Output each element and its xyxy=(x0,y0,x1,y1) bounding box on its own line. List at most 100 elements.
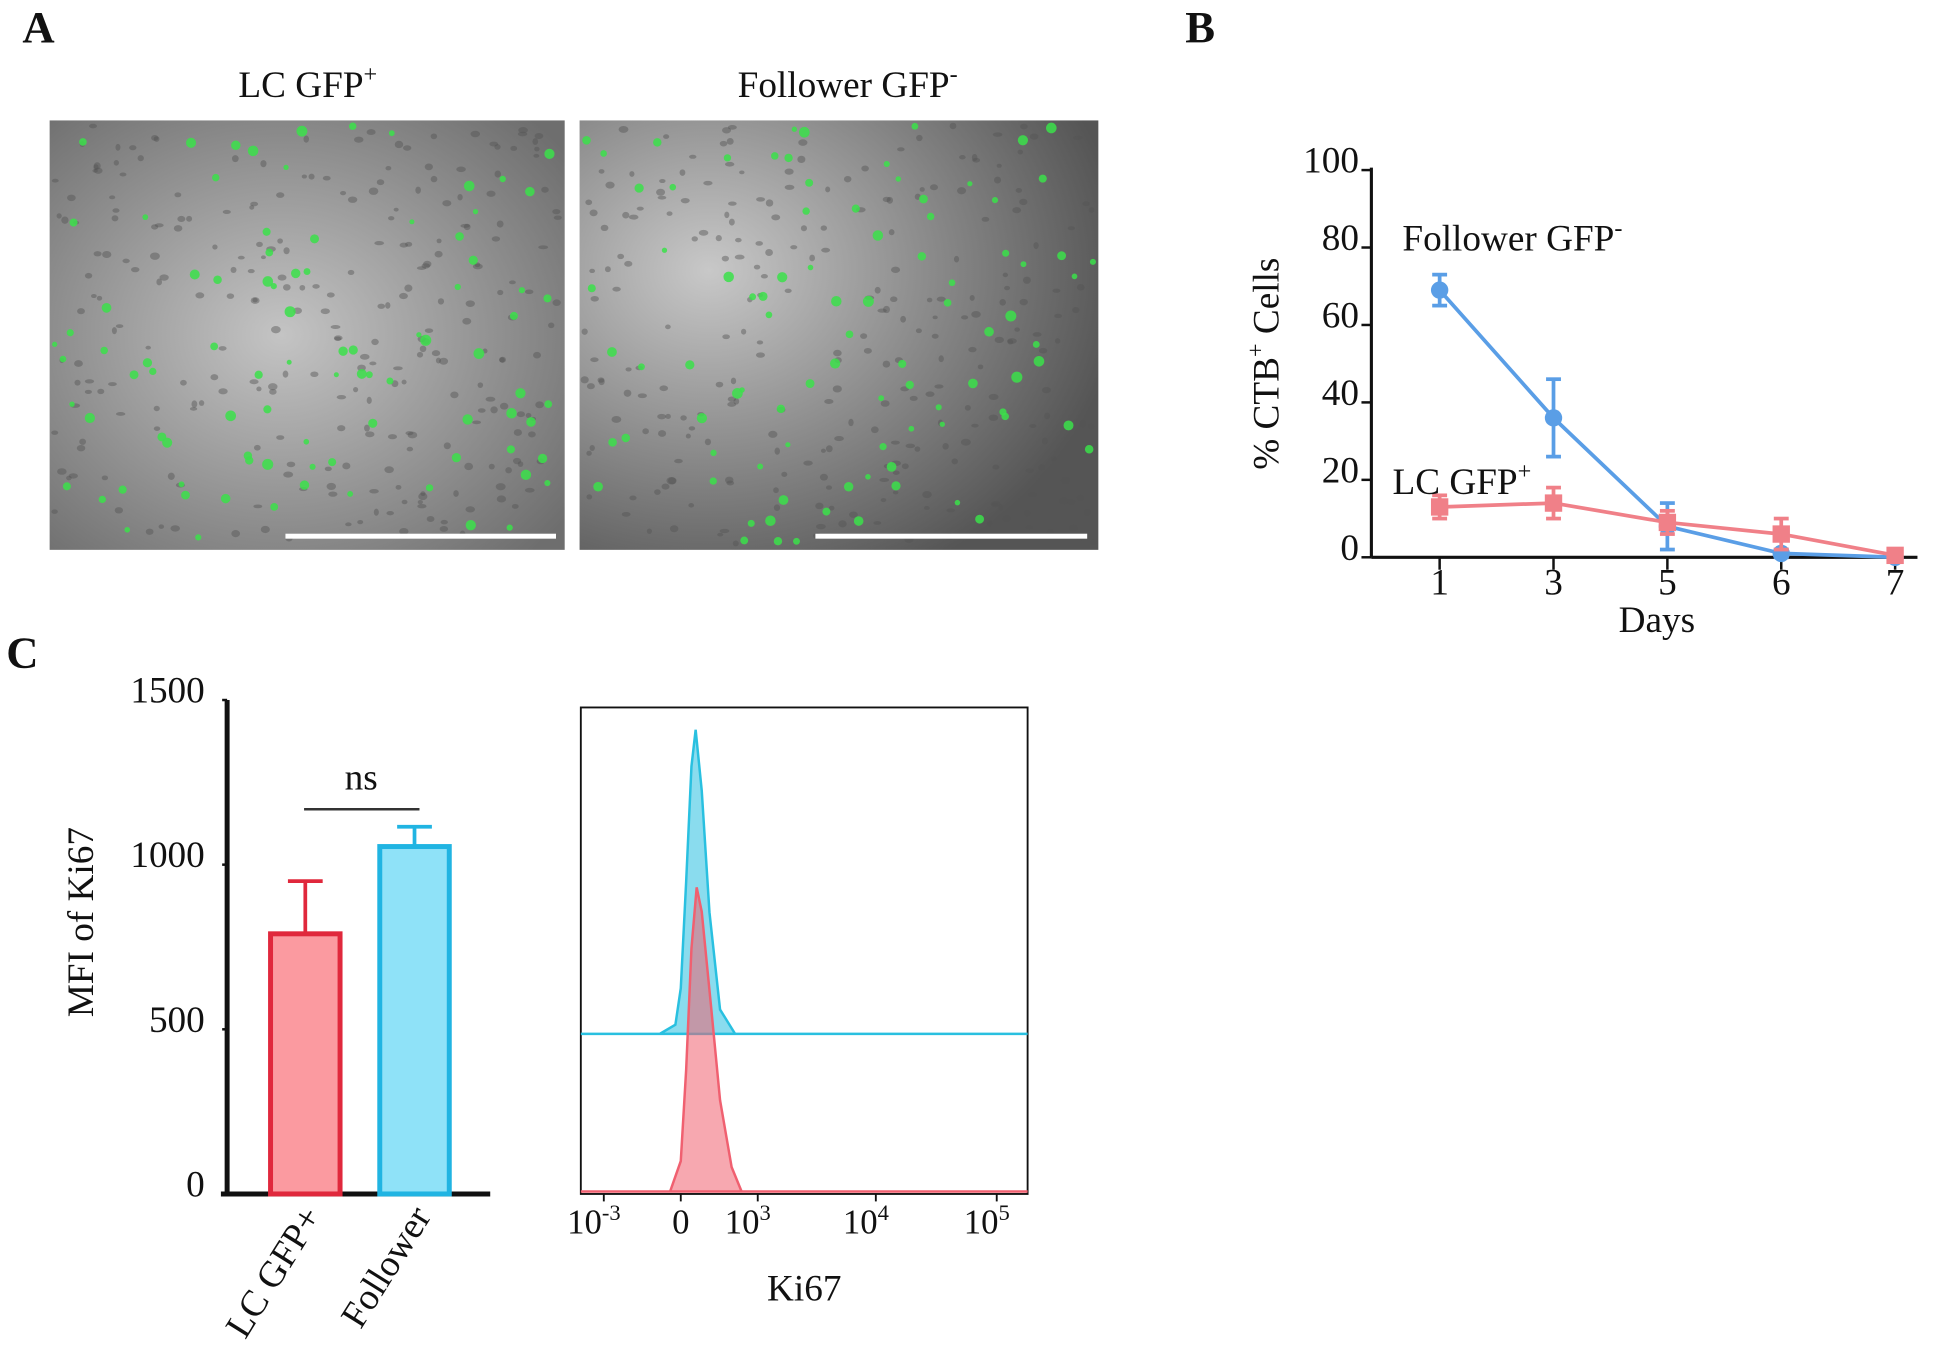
cell xyxy=(340,191,347,196)
cell xyxy=(986,519,993,527)
cell xyxy=(439,357,449,365)
cell xyxy=(739,170,745,175)
cell xyxy=(1004,285,1011,291)
cell xyxy=(674,458,683,464)
cell xyxy=(1050,456,1057,462)
cell xyxy=(442,200,452,207)
gfp-cell xyxy=(685,360,695,370)
cell xyxy=(283,471,294,478)
gfp-cell xyxy=(776,404,786,414)
cell xyxy=(828,505,835,511)
cell xyxy=(533,153,540,158)
cell xyxy=(61,216,69,224)
gfp-cell xyxy=(975,514,985,524)
cell xyxy=(170,525,180,532)
cell xyxy=(369,489,379,494)
gfp-cell xyxy=(59,355,67,363)
cell xyxy=(548,322,555,329)
cell xyxy=(726,480,735,486)
gfp-cell xyxy=(1063,420,1074,431)
gfp-cell xyxy=(118,485,127,494)
image-title-main: Follower GFP xyxy=(738,65,950,106)
cell xyxy=(669,525,679,533)
cell xyxy=(486,190,496,197)
x-tick-label: 7 xyxy=(1886,563,1905,604)
cell xyxy=(892,470,900,475)
cell xyxy=(725,476,734,484)
cell xyxy=(773,487,779,494)
cell xyxy=(56,213,62,219)
cell xyxy=(949,122,957,130)
gfp-cell xyxy=(284,306,296,318)
cell xyxy=(256,386,262,392)
gfp-cell xyxy=(468,255,478,265)
cell xyxy=(689,154,697,159)
gfp-cell xyxy=(212,173,220,182)
cell xyxy=(51,178,59,183)
cell xyxy=(198,400,205,406)
image-title: LC GFP+ xyxy=(238,61,377,106)
cell xyxy=(1025,468,1034,473)
cell xyxy=(186,215,193,222)
cell xyxy=(337,425,346,432)
cell xyxy=(629,495,637,501)
cell xyxy=(218,346,227,351)
cell xyxy=(51,509,58,514)
cell xyxy=(93,164,99,171)
cell xyxy=(250,297,260,304)
cell xyxy=(971,423,979,428)
cell xyxy=(237,255,245,260)
series-label: LC GFP+ xyxy=(1392,458,1531,503)
cell xyxy=(1007,338,1017,344)
cell xyxy=(936,296,946,302)
cell xyxy=(604,266,611,273)
cell xyxy=(424,328,434,333)
gfp-cell xyxy=(310,234,320,244)
cell xyxy=(698,229,709,236)
cell xyxy=(68,473,78,479)
cell xyxy=(231,530,240,538)
cell xyxy=(377,303,386,309)
cell xyxy=(719,528,730,534)
gfp-cell xyxy=(84,412,95,424)
cell xyxy=(490,406,498,414)
cell xyxy=(282,284,291,291)
gfp-cell xyxy=(79,138,87,146)
cell xyxy=(726,138,734,145)
gfp-cell xyxy=(1038,174,1047,183)
cell xyxy=(260,525,270,534)
cell xyxy=(781,471,788,477)
cell xyxy=(93,167,103,174)
gfp-cell xyxy=(129,370,139,380)
x-tick-label: 1 xyxy=(1430,563,1449,604)
cell xyxy=(1067,226,1075,231)
cell xyxy=(497,289,504,296)
y-tick-label: 20 xyxy=(1322,450,1359,491)
gfp-cell xyxy=(621,433,631,443)
gfp-cell xyxy=(455,232,464,241)
cell xyxy=(724,161,735,167)
cell xyxy=(151,134,159,141)
cell xyxy=(916,134,923,142)
cell xyxy=(518,127,528,134)
cell xyxy=(753,264,761,270)
cell xyxy=(815,502,824,510)
cell xyxy=(77,308,85,315)
gfp-cell xyxy=(62,482,71,491)
cell xyxy=(404,284,413,292)
gfp-cell xyxy=(525,186,535,197)
cell xyxy=(825,186,831,193)
cell xyxy=(589,444,595,451)
cell xyxy=(1054,313,1062,319)
x-tick-label: 10-3 xyxy=(567,1200,621,1242)
cell xyxy=(612,286,621,292)
cell xyxy=(882,360,891,368)
gfp-cell xyxy=(518,287,525,294)
gfp-cell xyxy=(822,507,831,516)
cell xyxy=(721,255,729,262)
cell xyxy=(457,193,463,201)
gfp-cell xyxy=(709,477,717,485)
scale-bar xyxy=(285,533,556,539)
cell xyxy=(1072,306,1080,314)
